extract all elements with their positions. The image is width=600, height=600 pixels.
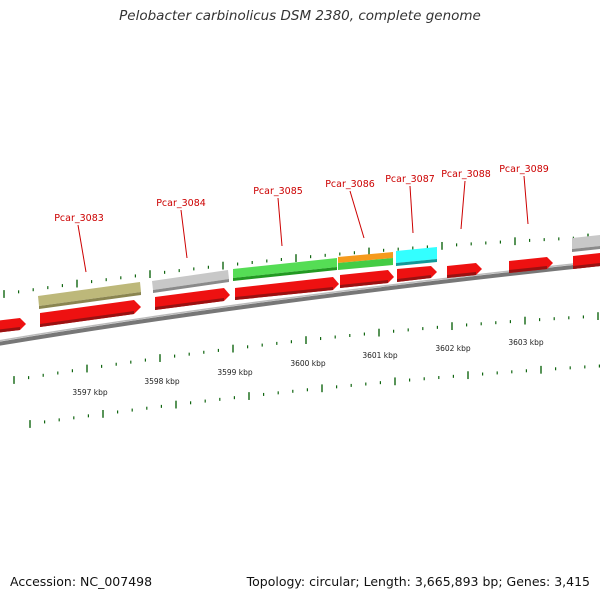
cog-bar-pcar-3084[interactable] xyxy=(152,270,229,293)
leader-pcar-3088 xyxy=(460,180,466,230)
cog-bar-pcar-3087[interactable] xyxy=(396,247,437,266)
gene-arrow-next[interactable] xyxy=(573,253,600,269)
gene-label-pcar-3086[interactable]: Pcar_3086 xyxy=(325,179,375,190)
scale-label: 3601 kbp xyxy=(362,351,398,360)
genome-summary-text: Topology: circular; Length: 3,665,893 bp… xyxy=(246,574,590,589)
leader-pcar-3083 xyxy=(77,224,87,273)
gene-arrow-pcar-3083[interactable] xyxy=(40,300,141,327)
scale-label: 3602 kbp xyxy=(435,344,471,353)
gene-arrow-pcar-3086[interactable] xyxy=(340,270,394,288)
tick-row-mid xyxy=(13,312,599,384)
cog-bar-pcar-3086[interactable] xyxy=(338,252,393,270)
cog-bar-pcar-3085[interactable] xyxy=(233,258,337,281)
leader-pcar-3086 xyxy=(349,190,365,239)
cog-bar-next[interactable] xyxy=(572,235,600,252)
leader-pcar-3087 xyxy=(409,185,414,234)
leader-pcar-3089 xyxy=(523,175,529,225)
gene-label-pcar-3089[interactable]: Pcar_3089 xyxy=(499,164,549,175)
gene-label-pcar-3083[interactable]: Pcar_3083 xyxy=(54,213,104,224)
gene-arrow-pcar-3084[interactable] xyxy=(155,288,230,310)
gene-arrow-pcar-3085[interactable] xyxy=(235,277,339,300)
gene-arrow-pcar-3087[interactable] xyxy=(397,266,437,282)
gene-arrow-pcar-3089[interactable] xyxy=(509,257,553,273)
scale-label: 3597 kbp xyxy=(72,388,108,397)
scale-label: 3598 kbp xyxy=(144,377,180,386)
scale-label: 3599 kbp xyxy=(217,368,253,377)
gene-label-pcar-3085[interactable]: Pcar_3085 xyxy=(253,186,303,197)
accession-text: Accession: NC_007498 xyxy=(10,574,153,589)
map-title: Pelobacter carbinolicus DSM 2380, comple… xyxy=(119,8,481,24)
gene-label-pcar-3084[interactable]: Pcar_3084 xyxy=(156,198,206,209)
cog-bar-pcar-3083[interactable] xyxy=(38,282,141,309)
gene-label-pcar-3088[interactable]: Pcar_3088 xyxy=(441,169,491,180)
tick-row-low xyxy=(29,364,600,428)
gene-label-pcar-3087[interactable]: Pcar_3087 xyxy=(385,174,435,185)
leader-pcar-3085 xyxy=(277,197,283,247)
scale-label: 3603 kbp xyxy=(508,338,544,347)
backbone-shadow xyxy=(0,262,600,346)
tick-row-top xyxy=(3,233,589,298)
scale-label: 3600 kbp xyxy=(290,359,326,368)
gene-arrow-pcar-3088[interactable] xyxy=(447,263,482,278)
gene-arrow-prev[interactable] xyxy=(0,318,26,333)
leader-pcar-3084 xyxy=(180,209,188,259)
